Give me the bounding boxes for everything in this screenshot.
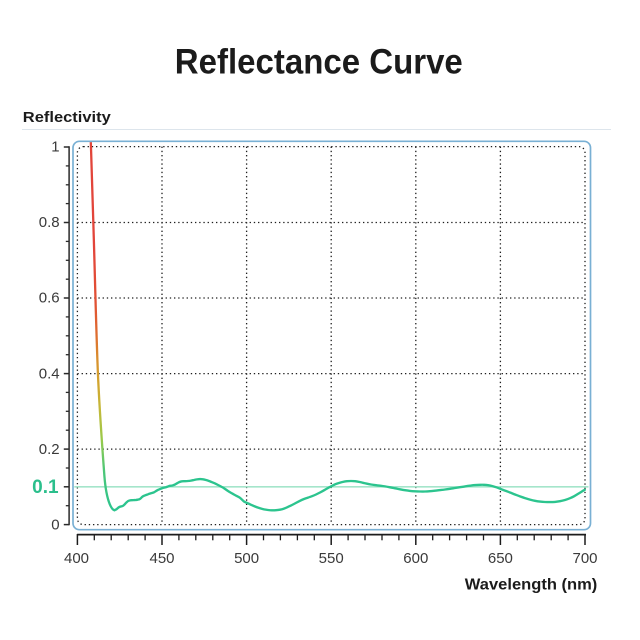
svg-text:0.4: 0.4 xyxy=(39,365,60,382)
svg-text:550: 550 xyxy=(319,550,344,567)
svg-text:450: 450 xyxy=(149,550,174,567)
svg-text:0.8: 0.8 xyxy=(39,214,60,231)
svg-text:0.2: 0.2 xyxy=(39,441,60,458)
svg-text:Reflectance Curve: Reflectance Curve xyxy=(175,43,463,82)
svg-text:700: 700 xyxy=(572,550,597,567)
svg-text:Wavelength (nm): Wavelength (nm) xyxy=(465,577,598,594)
svg-text:400: 400 xyxy=(64,550,89,567)
svg-text:1: 1 xyxy=(51,139,59,156)
svg-text:Reflectivity: Reflectivity xyxy=(23,109,112,126)
svg-text:0.6: 0.6 xyxy=(39,290,60,307)
svg-text:650: 650 xyxy=(488,550,513,567)
svg-text:600: 600 xyxy=(403,550,428,567)
svg-text:0.1: 0.1 xyxy=(32,477,59,498)
svg-text:0: 0 xyxy=(51,516,59,533)
svg-text:500: 500 xyxy=(234,550,259,567)
